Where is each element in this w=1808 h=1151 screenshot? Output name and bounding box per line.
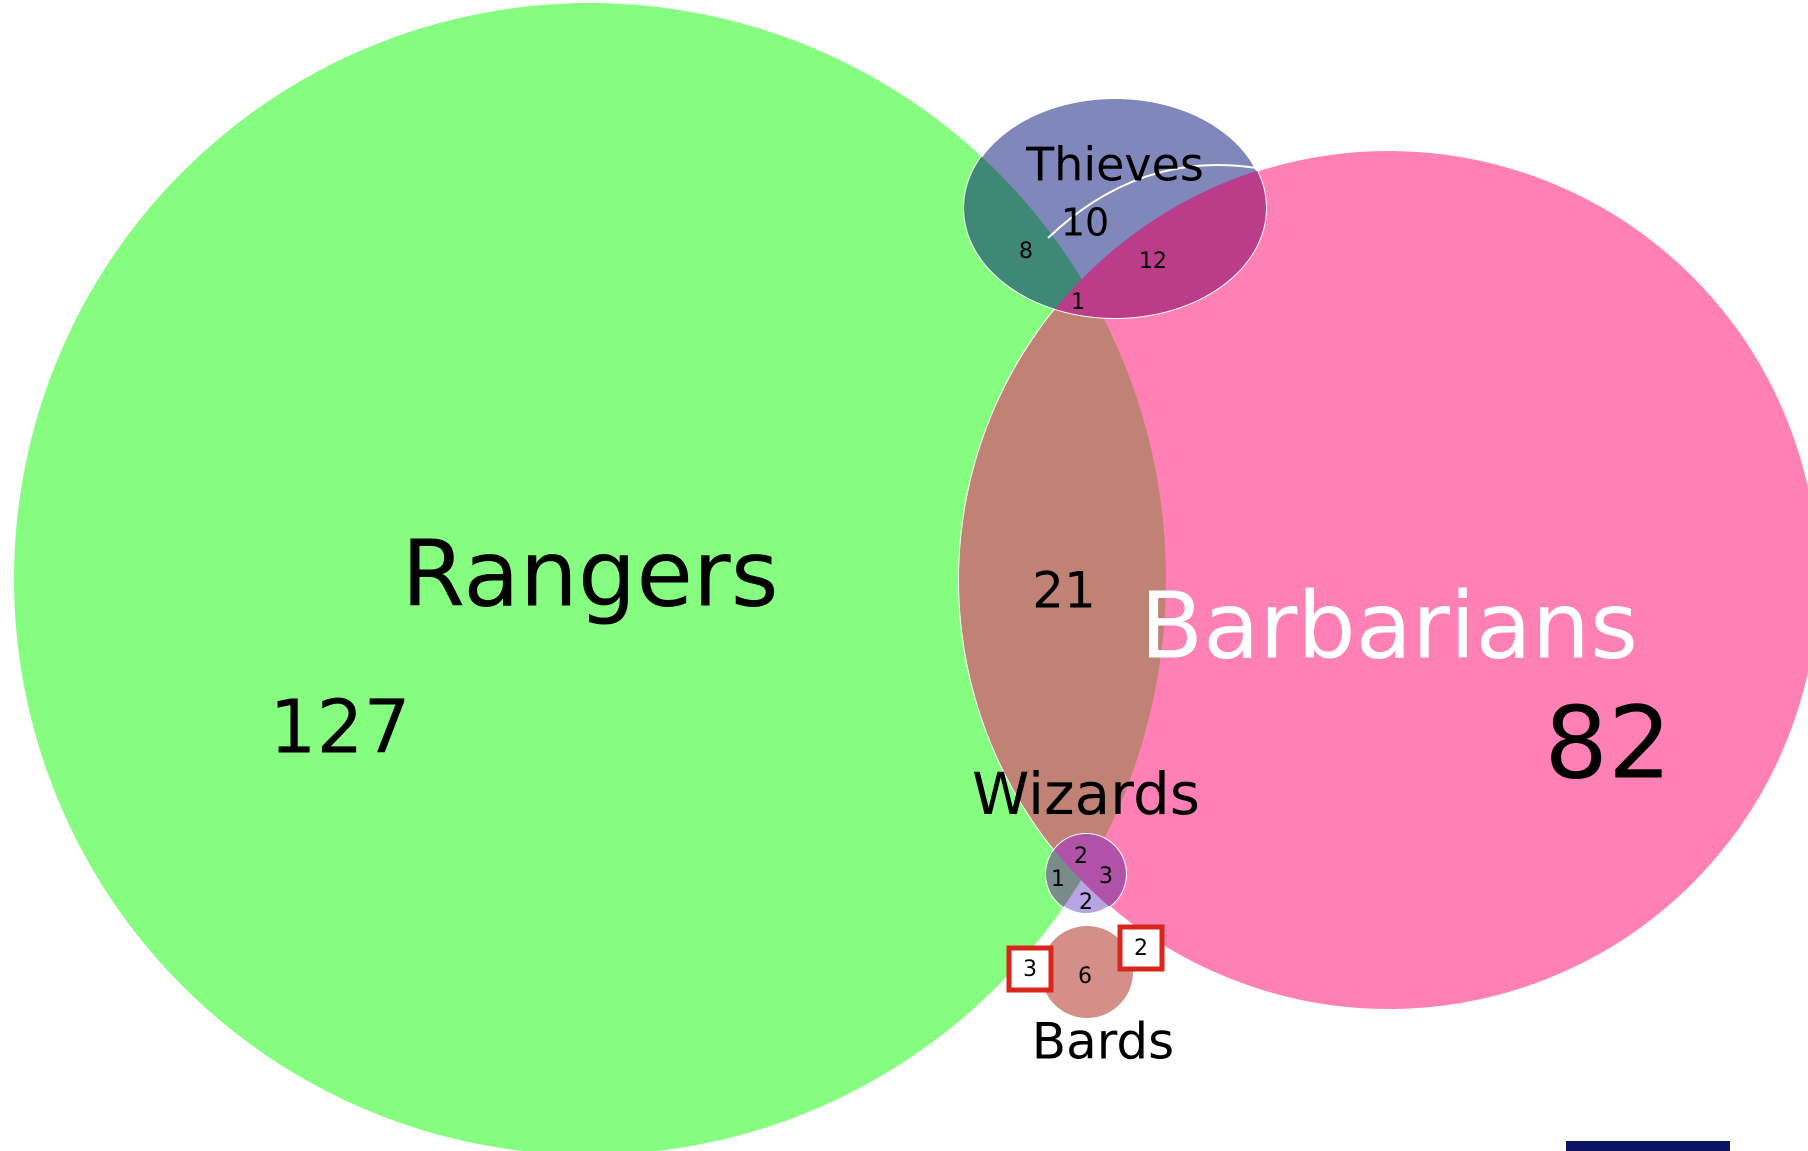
region-count: 3 <box>1023 957 1037 982</box>
set-label: Bards <box>1032 1013 1174 1071</box>
region-count: 6 <box>1078 964 1092 989</box>
highlight-box <box>1006 945 1054 993</box>
region-count: 2 <box>1134 936 1148 961</box>
highlight-box <box>1117 924 1165 972</box>
set-label: Barbarians <box>1140 572 1638 679</box>
region-count: 2 <box>1079 890 1093 915</box>
set-label: Thieves <box>1025 138 1204 192</box>
set-label: Rangers <box>401 520 778 627</box>
navy-bar <box>1566 1141 1730 1151</box>
bards-circle <box>1041 926 1133 1018</box>
region-count: 2 <box>1074 844 1088 869</box>
outline <box>1047 163 1258 239</box>
region-count: 127 <box>269 685 410 771</box>
region-count: 1 <box>1071 290 1085 315</box>
region-count: 12 <box>1139 249 1167 274</box>
region-count: 8 <box>1019 239 1033 264</box>
region-count: 10 <box>1061 201 1109 245</box>
region-count: 1 <box>1051 867 1065 892</box>
region-count: 82 <box>1544 684 1671 801</box>
rangers-circle <box>14 3 1166 1151</box>
region-count: 3 <box>1099 864 1113 889</box>
region-count: 21 <box>1032 562 1096 620</box>
set-label: Wizards <box>972 760 1200 828</box>
